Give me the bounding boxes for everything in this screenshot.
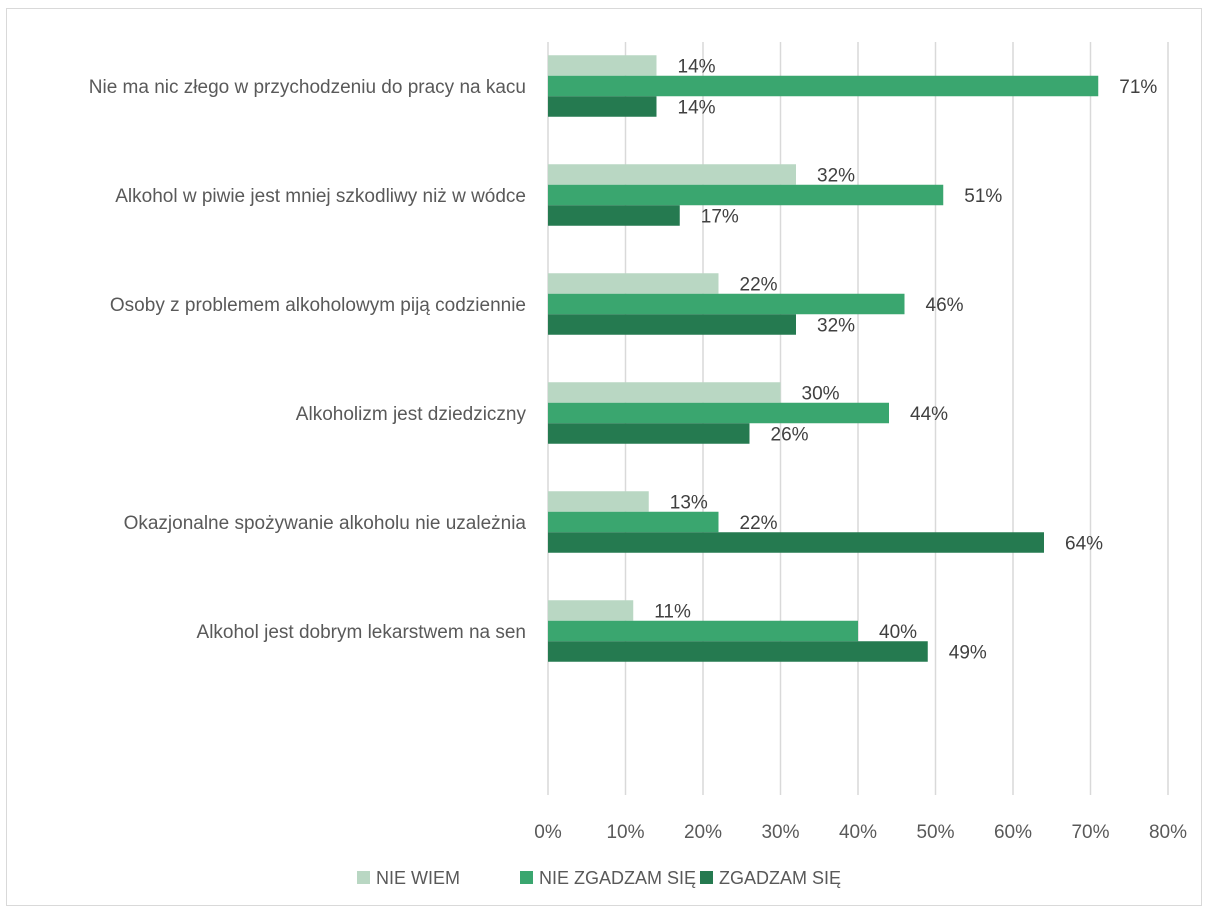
bar-zgadzam-się [548,205,680,226]
bar-zgadzam-się [548,96,657,117]
bar-nie-zgadzam-się [548,402,889,424]
bar-nie-zgadzam-się [548,620,858,642]
data-label: 32% [817,315,855,336]
data-label: 14% [678,56,716,77]
legend: NIE WIEM NIE ZGADZAM SIĘ ZGADZAM SIĘ [357,868,841,888]
data-label: 17% [701,206,739,227]
legend-label: ZGADZAM SIĘ [719,868,841,888]
bar-zgadzam-się [548,314,796,335]
bar-nie-wiem [548,55,657,76]
legend-swatch [357,871,370,884]
data-label: 71% [1119,77,1157,98]
category-label: Okazjonalne spożywanie alkoholu nie uzal… [124,513,527,534]
data-labels: 14% 71% 14% 32% 51% 17% 22% 46% 32% 30% 44% 26% 13% 2… [654,56,1157,663]
bar-nie-wiem [548,491,649,512]
data-label: 14% [678,97,716,118]
bar-nie-wiem [548,164,796,185]
bar-zgadzam-się [548,641,928,662]
category-label: Alkohol jest dobrym lekarstwem na sen [197,622,526,643]
bar-zgadzam-się [548,532,1044,553]
x-tick-label: 30% [761,822,799,843]
data-label: 49% [949,642,987,663]
x-tick-label: 80% [1149,822,1187,843]
chart-frame [6,8,1202,906]
bar-nie-zgadzam-się [548,75,1099,97]
bar-nie-wiem [548,273,719,294]
bar-nie-zgadzam-się [548,184,944,206]
data-label: 13% [670,492,708,513]
bar-zgadzam-się [548,423,750,444]
legend-swatch [700,871,713,884]
x-tick-label: 10% [606,822,644,843]
category-label: Osoby z problemem alkoholowym piją codzi… [110,295,526,316]
data-label: 46% [926,295,964,316]
category-labels: Nie ma nic złego w przychodzeniu do prac… [89,77,527,643]
x-tick-label: 50% [916,822,954,843]
legend-swatch [520,871,533,884]
category-label: Alkoholizm jest dziedziczny [296,404,527,425]
data-label: 32% [817,165,855,186]
x-tick-label: 0% [534,822,562,843]
category-label: Alkohol w piwie jest mniej szkodliwy niż… [115,186,526,207]
x-tick-label: 20% [684,822,722,843]
x-tick-label: 40% [839,822,877,843]
data-label: 30% [802,383,840,404]
legend-label: NIE WIEM [376,868,460,888]
data-label: 51% [964,186,1002,207]
bar-nie-zgadzam-się [548,293,905,315]
data-label: 22% [740,274,778,295]
x-tick-labels: 0% 10% 20% 30% 40% 50% 60% 70% 80% [534,822,1187,843]
data-label: 40% [879,622,917,643]
bars [548,55,1099,662]
data-label: 64% [1065,533,1103,554]
data-label: 26% [771,424,809,445]
legend-label: NIE ZGADZAM SIĘ [539,868,696,888]
bar-nie-zgadzam-się [548,511,719,533]
bar-nie-wiem [548,600,634,621]
bar-nie-wiem [548,382,781,403]
data-label: 22% [740,513,778,534]
x-tick-label: 60% [994,822,1032,843]
category-label: Nie ma nic złego w przychodzeniu do prac… [89,77,526,98]
data-label: 44% [910,404,948,425]
x-tick-label: 70% [1071,822,1109,843]
data-label: 11% [654,601,691,622]
